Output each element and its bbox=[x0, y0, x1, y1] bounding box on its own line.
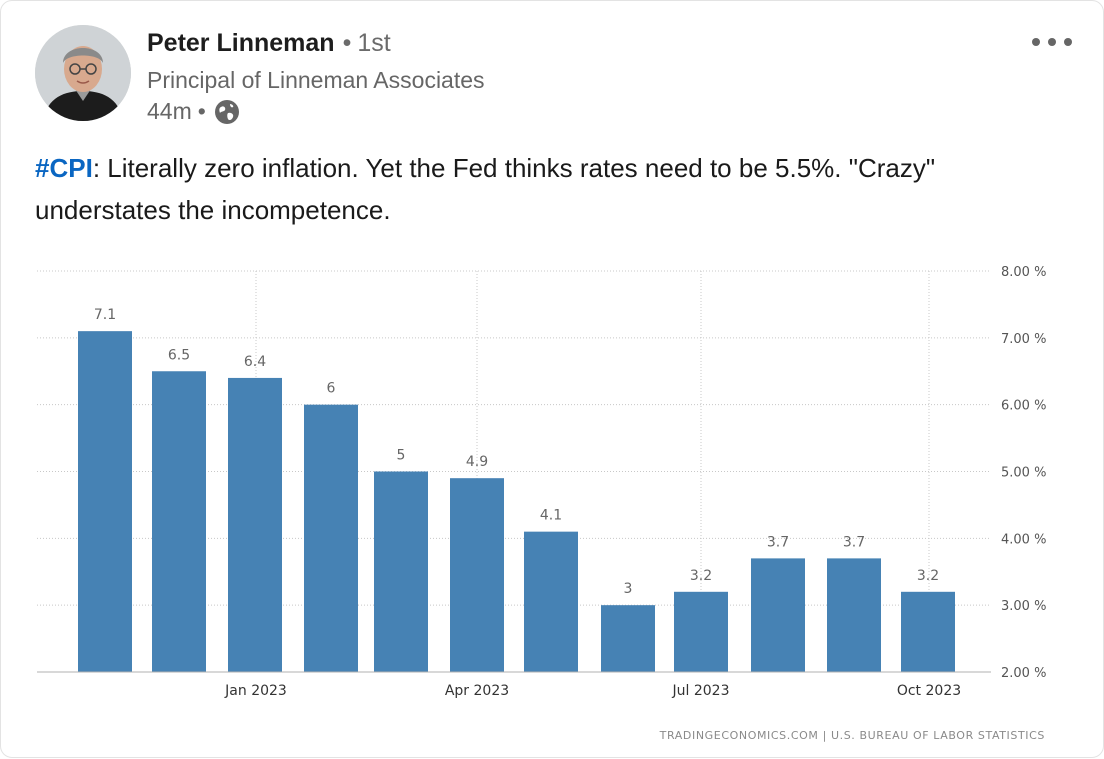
bar bbox=[751, 558, 805, 672]
author-avatar[interactable] bbox=[35, 25, 131, 121]
author-headline: Principal of Linneman Associates bbox=[147, 67, 485, 93]
bar-value-label: 6.5 bbox=[168, 347, 190, 363]
y-tick-label: 6.00 % bbox=[1001, 399, 1046, 414]
bar-value-label: 5 bbox=[397, 448, 406, 464]
bar-value-label: 4.9 bbox=[466, 454, 488, 470]
bar-value-label: 7.1 bbox=[94, 307, 116, 323]
bar-value-label: 3.7 bbox=[767, 534, 789, 550]
bar bbox=[827, 558, 881, 672]
chart-axes: 2.00 % 3.00 % 4.00 % 5.00 % 6.00 % 7.00 % 8.00… bbox=[37, 265, 1046, 699]
bar bbox=[152, 371, 206, 672]
bar bbox=[601, 605, 655, 672]
bar bbox=[78, 331, 132, 672]
x-tick-label: Apr 2023 bbox=[445, 683, 509, 699]
bar bbox=[524, 531, 578, 672]
hashtag-link[interactable]: #CPI bbox=[35, 153, 93, 183]
chart-source: TRADINGECONOMICS.COM | U.S. BUREAU OF LA… bbox=[659, 729, 1045, 742]
connection-degree: 1st bbox=[357, 29, 391, 57]
bar bbox=[304, 404, 358, 672]
bar-value-label: 3.7 bbox=[843, 534, 865, 550]
bar-value-label: 3 bbox=[624, 581, 633, 597]
bar-value-label: 3.2 bbox=[690, 568, 712, 584]
x-tick-label: Jan 2023 bbox=[224, 683, 287, 699]
cpi-bar-chart: 7.1 6.5 6.4 6 5 4.9 4.1 3 3.2 3.7 3.7 3.2 2.00 % 3.0… bbox=[37, 265, 1046, 742]
ellipsis-icon bbox=[1032, 38, 1072, 46]
more-options-button[interactable] bbox=[1027, 29, 1077, 55]
post-time: 44m bbox=[147, 98, 192, 124]
person-photo-icon bbox=[35, 25, 131, 121]
y-tick-label: 5.00 % bbox=[1001, 466, 1046, 481]
bar-value-label: 3.2 bbox=[917, 568, 939, 584]
x-tick-label: Oct 2023 bbox=[897, 683, 961, 699]
author-line: Peter Linneman • 1st bbox=[147, 29, 391, 58]
bar bbox=[374, 471, 428, 672]
y-tick-label: 7.00 % bbox=[1001, 332, 1046, 347]
post-meta: 44m • bbox=[147, 98, 240, 125]
author-name[interactable]: Peter Linneman bbox=[147, 29, 335, 57]
globe-icon bbox=[214, 99, 239, 124]
chart-value-labels: 7.1 6.5 6.4 6 5 4.9 4.1 3 3.2 3.7 3.7 3.2 bbox=[94, 307, 939, 597]
bar bbox=[674, 591, 728, 672]
bar bbox=[901, 591, 955, 672]
bar bbox=[228, 377, 282, 672]
y-tick-label: 2.00 % bbox=[1001, 666, 1046, 681]
bar-value-label: 6.4 bbox=[244, 354, 266, 370]
y-tick-label: 3.00 % bbox=[1001, 599, 1046, 614]
x-tick-label: Jul 2023 bbox=[672, 683, 730, 699]
post-text: #CPI: Literally zero inflation. Yet the … bbox=[35, 147, 1075, 231]
post-body: : Literally zero inflation. Yet the Fed … bbox=[35, 153, 936, 225]
y-tick-label: 4.00 % bbox=[1001, 532, 1046, 547]
bar-value-label: 6 bbox=[327, 381, 336, 397]
bar bbox=[450, 478, 504, 672]
separator-dot: • bbox=[197, 98, 206, 124]
y-tick-label: 8.00 % bbox=[1001, 265, 1046, 280]
chart-bars bbox=[78, 331, 955, 672]
bar-value-label: 4.1 bbox=[540, 508, 562, 524]
separator-dot: • bbox=[342, 29, 352, 57]
